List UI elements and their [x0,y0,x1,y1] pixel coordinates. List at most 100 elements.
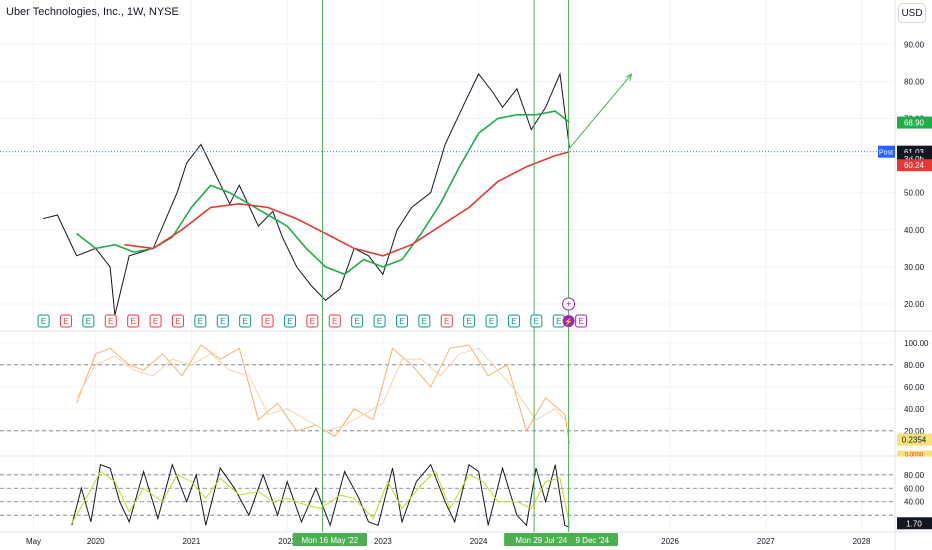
y-tick-label: 20.00 [904,427,925,436]
earnings-event-label: E [444,317,449,326]
earnings-event-badge [463,314,476,328]
earnings-event-badge [440,314,453,328]
stoch-value-bg [897,517,932,530]
earnings-event-label: E [220,317,225,326]
x-tick-label: 2024 [470,537,488,546]
y-tick-label: 100.00 [904,339,929,348]
earnings-event-label: E [354,317,359,326]
earnings-event-label: E [175,317,180,326]
earnings-event-label: E [287,317,292,326]
x-tick-label: 2023 [374,537,392,546]
price-label: 68.90 [904,119,925,128]
y-tick-label: 50.00 [904,189,925,198]
date-marker-badge [292,533,367,546]
y-tick-label: 90.00 [904,40,925,49]
y-tick-label: 60.00 [904,484,925,493]
earnings-event-badge [37,314,50,328]
earnings-event-badge [485,314,498,328]
earnings-event-badge [507,314,520,328]
indicator-value-label: 0.2354 [902,436,927,445]
x-tick-label: 2027 [757,537,775,546]
earnings-event-label: E [534,317,539,326]
earnings-event-badge [104,314,117,328]
earnings-event-label: E [130,317,135,326]
series-line-0-0 [42,72,570,316]
earnings-event-badge [418,314,431,328]
earnings-event-label: E [63,317,68,326]
stoch-value-label: 1.70 [906,519,922,528]
earnings-event-label: E [198,317,203,326]
price-label: 61.03 [904,148,925,157]
price-label-bg [897,116,932,129]
earnings-event-badge [283,314,296,328]
earnings-event-label: E [399,317,404,326]
series-line-2-0 [71,463,570,528]
x-tick-label: 2021 [183,537,201,546]
earnings-event-badge [171,314,184,328]
earnings-event-badge [575,314,588,328]
earnings-event-badge [261,314,274,328]
x-tick-label: 2026 [661,537,679,546]
x-tick-label: 2028 [853,537,871,546]
y-tick-label: 80.00 [904,361,925,370]
earnings-event-label: E [242,317,247,326]
date-marker-label: Mon 29 Jul '24 [515,536,567,545]
trend-arrow [569,73,633,149]
earnings-event-badge [82,314,95,328]
x-tick-label: 2020 [87,537,105,546]
series-line-1-1 [76,347,570,432]
earnings-event-badge [530,314,543,328]
earnings-event-label: E [556,317,561,326]
price-label: 60.24 [904,161,925,170]
earnings-event-label: E [86,317,91,326]
y-tick-label: 40.00 [904,226,925,235]
y-tick-label: 80.00 [904,471,925,480]
dividend-event-icon [562,315,575,327]
date-marker-badge [566,533,618,546]
price-label-bg [897,159,932,172]
date-marker-label: 9 Dec '24 [576,536,610,545]
earnings-event-badge [194,314,207,328]
date-marker-label: Mon 16 May '22 [301,536,358,545]
earnings-event-badge [351,314,364,328]
earnings-event-label: E [332,317,337,326]
y-tick-label: 30.00 [904,263,925,272]
earnings-event-badge [127,314,140,328]
earnings-event-badge [216,314,229,328]
earnings-event-badge [373,314,386,328]
dividend-event-glyph: ⚡ [564,317,573,326]
y-tick-label: 20.00 [904,300,925,309]
earnings-event-badge [239,314,252,328]
earnings-event-badge [306,314,319,328]
earnings-event-label: E [310,317,315,326]
earnings-event-label: E [41,317,46,326]
split-event-icon [562,297,576,311]
y-tick-label: 60.00 [904,383,925,392]
earnings-event-label: E [511,317,516,326]
earnings-event-label: E [377,317,382,326]
earnings-event-label: E [578,317,583,326]
post-badge-label: Post [879,150,893,157]
earnings-event-label: E [108,317,113,326]
indicator-value-bg [897,433,932,446]
date-marker-badge [504,533,579,546]
y-tick-label: 80.00 [904,77,925,86]
earnings-event-badge [395,314,408,328]
earnings-event-label: E [489,317,494,326]
series-line-2-1 [71,470,570,525]
earnings-event-badge [149,314,162,328]
x-tick-label: May [26,537,41,546]
trend-arrow-head [625,73,633,81]
y-tick-label: 40.00 [904,498,925,507]
earnings-event-label: E [153,317,158,326]
currency-button[interactable]: USD [898,3,926,23]
indicator-value-bg [897,450,932,457]
earnings-event-label: E [422,317,427,326]
earnings-event-label: E [265,317,270,326]
earnings-event-label: E [466,317,471,326]
post-badge [878,145,895,158]
split-event-glyph: + [566,299,571,309]
y-tick-label: 40.00 [904,405,925,414]
